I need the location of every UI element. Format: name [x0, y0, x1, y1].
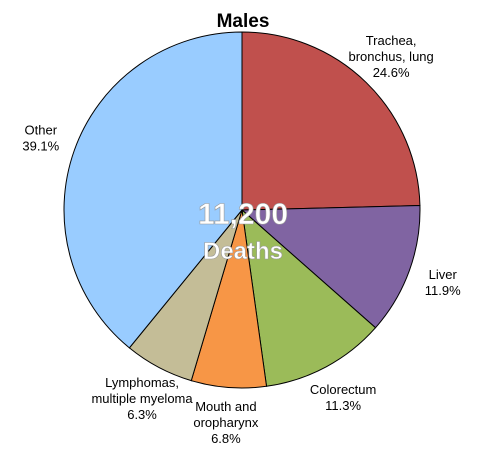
labels: Trachea, bronchus, lung 24.6% Liver 11.9% Col…: [22, 33, 461, 446]
slice: [241, 31, 421, 211]
value-label: 39.1%: [22, 138, 59, 153]
category-label: Colorectum: [310, 382, 376, 397]
category-label: Lymphomas,: [105, 375, 179, 390]
slice: [240, 205, 421, 329]
value-label: 6.8%: [211, 431, 241, 446]
category-label: bronchus, lung: [348, 49, 433, 64]
center-label: Deaths: [203, 238, 283, 265]
value-label: 11.9%: [425, 283, 461, 298]
category-label: Mouth and: [195, 399, 256, 414]
slice-label: Mouth and oropharynx 6.8%: [193, 399, 259, 446]
value-label: 6.3%: [127, 407, 157, 422]
category-label: Other: [25, 122, 58, 137]
slice: [63, 31, 243, 349]
slice-label: Other 39.1%: [22, 122, 59, 153]
chart-title: Males: [217, 11, 270, 32]
slice-label: Liver 11.9%: [425, 267, 461, 298]
slice-label: Lymphomas, multiple myeloma 6.3%: [91, 375, 193, 422]
slices: [63, 31, 421, 389]
slice: [241, 208, 377, 387]
center-label: 11,200: [198, 198, 288, 231]
value-label: 24.6%: [373, 65, 410, 80]
category-label: multiple myeloma: [91, 391, 193, 406]
category-label: Trachea,: [366, 33, 417, 48]
slice-label: Trachea, bronchus, lung 24.6%: [348, 33, 433, 80]
value-label: 11.3%: [325, 398, 361, 413]
category-label: Liver: [429, 267, 458, 282]
slice-label: Colorectum 11.3%: [310, 382, 376, 413]
category-label: oropharynx: [193, 415, 259, 430]
